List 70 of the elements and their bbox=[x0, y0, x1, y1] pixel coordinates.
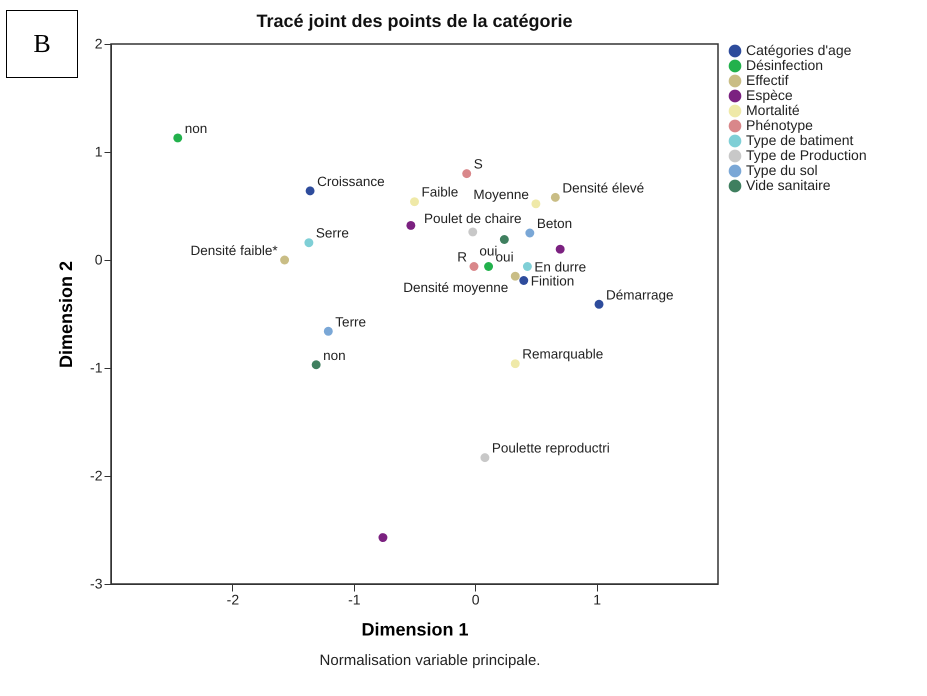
data-label: oui bbox=[479, 243, 498, 258]
x-tick-label: 1 bbox=[593, 592, 602, 608]
point bbox=[510, 359, 520, 368]
point bbox=[510, 272, 520, 281]
point bbox=[594, 300, 604, 309]
data-label: R bbox=[457, 249, 468, 264]
data-label: S bbox=[474, 156, 483, 172]
text: B bbox=[6, 10, 78, 78]
point bbox=[522, 262, 532, 271]
x-tick-label: 0 bbox=[472, 592, 480, 608]
data-label: Finition bbox=[530, 274, 574, 289]
legend-label: Désinfection bbox=[746, 57, 824, 73]
y-tick-label: -2 bbox=[90, 468, 103, 484]
point bbox=[462, 169, 472, 178]
x-axis-title: Dimension 1 bbox=[361, 620, 469, 640]
data-label: Démarrage bbox=[606, 287, 674, 302]
legend-label: Vide sanitaire bbox=[746, 177, 831, 193]
y-tick-label: -1 bbox=[90, 360, 103, 376]
point bbox=[484, 262, 494, 271]
y-tick-label: 0 bbox=[94, 252, 103, 268]
legend-label: Catégories d'age bbox=[746, 42, 852, 58]
data-label: Remarquable bbox=[522, 346, 604, 362]
data-label: Croissance bbox=[317, 174, 385, 189]
y-tick-label: 2 bbox=[94, 36, 103, 52]
point bbox=[406, 220, 416, 230]
data-label: Poulette reproductri bbox=[492, 440, 610, 456]
legend-label: Type du sol bbox=[746, 162, 818, 178]
data-label: oui bbox=[496, 249, 514, 264]
point bbox=[468, 227, 478, 236]
point bbox=[519, 276, 528, 285]
point bbox=[410, 197, 419, 206]
data-label: Poulet de chaire bbox=[424, 210, 522, 226]
data-label: Densité faible* bbox=[190, 243, 278, 258]
data-label: Terre bbox=[335, 314, 366, 330]
point bbox=[556, 244, 565, 254]
legend-label: Effectif bbox=[746, 72, 789, 88]
data-label: Moyenne bbox=[473, 186, 529, 202]
point bbox=[312, 360, 321, 370]
point bbox=[378, 533, 388, 542]
legend-label: Mortalité bbox=[746, 102, 800, 118]
point bbox=[550, 192, 560, 202]
y-tick-label: 1 bbox=[94, 144, 103, 160]
point bbox=[500, 235, 509, 244]
text: Normalisation variable principale. bbox=[318, 652, 542, 669]
x-tick-label: -2 bbox=[226, 592, 240, 608]
point bbox=[324, 326, 333, 336]
data-label: Faible bbox=[422, 184, 458, 200]
data-label: Beton bbox=[536, 216, 572, 231]
data-label: Serre bbox=[316, 226, 349, 241]
data-label: non bbox=[184, 120, 208, 136]
legend-label: Espèce bbox=[746, 87, 793, 103]
legend-label: Type de batiment bbox=[746, 132, 854, 148]
point bbox=[480, 453, 490, 462]
y-axis-title: Dimension 2 bbox=[56, 260, 76, 368]
point bbox=[280, 256, 290, 264]
point bbox=[525, 228, 534, 238]
chart-title: Tracé joint des points de la catégorie bbox=[256, 11, 573, 31]
point bbox=[306, 186, 315, 196]
point bbox=[304, 238, 314, 248]
data-label: non bbox=[323, 348, 346, 363]
x-tick-label: -1 bbox=[348, 592, 361, 608]
point bbox=[470, 262, 478, 271]
point bbox=[531, 199, 540, 208]
y-tick-label: -3 bbox=[90, 576, 103, 592]
data-label: Densité élevé bbox=[562, 180, 644, 196]
data-label: En durre bbox=[534, 259, 586, 274]
legend-label: Phénotype bbox=[746, 117, 814, 133]
data-label: Densité moyenne bbox=[403, 280, 508, 296]
point bbox=[173, 133, 182, 142]
legend-label: Type de Production bbox=[746, 147, 867, 163]
